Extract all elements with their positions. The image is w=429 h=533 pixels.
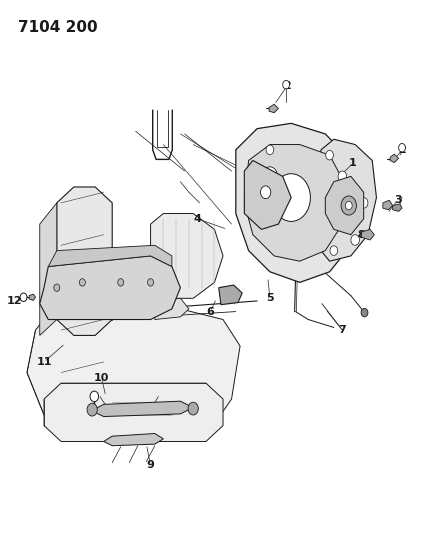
Polygon shape [219, 285, 242, 305]
Text: 12: 12 [6, 296, 22, 306]
Polygon shape [393, 204, 402, 212]
Circle shape [54, 284, 60, 292]
Circle shape [188, 402, 198, 415]
Polygon shape [29, 294, 36, 301]
Polygon shape [362, 229, 375, 240]
Polygon shape [325, 176, 364, 235]
Circle shape [148, 279, 154, 286]
Circle shape [338, 171, 347, 182]
Polygon shape [151, 214, 223, 298]
Polygon shape [27, 309, 240, 436]
Text: 2: 2 [398, 145, 406, 155]
Polygon shape [155, 298, 189, 319]
Text: 7104 200: 7104 200 [18, 20, 98, 35]
Circle shape [87, 403, 97, 416]
Text: 10: 10 [94, 373, 109, 383]
Polygon shape [104, 433, 163, 446]
Circle shape [399, 143, 405, 152]
Circle shape [351, 235, 360, 245]
Circle shape [118, 279, 124, 286]
Text: 2: 2 [283, 81, 291, 91]
Circle shape [330, 246, 338, 255]
Text: 1: 1 [349, 158, 357, 168]
Text: 8: 8 [164, 407, 172, 417]
Text: 7: 7 [338, 325, 346, 335]
Polygon shape [390, 154, 399, 163]
Polygon shape [92, 401, 193, 417]
Polygon shape [48, 245, 172, 266]
Polygon shape [245, 144, 347, 261]
Text: 9: 9 [147, 461, 154, 470]
Polygon shape [40, 256, 181, 319]
Circle shape [262, 167, 278, 186]
Text: 11: 11 [36, 357, 52, 367]
Text: 6: 6 [206, 306, 214, 317]
Polygon shape [236, 123, 360, 282]
Circle shape [272, 174, 311, 221]
Circle shape [341, 196, 356, 215]
Text: 3: 3 [394, 195, 402, 205]
Circle shape [360, 198, 368, 208]
Polygon shape [57, 187, 112, 335]
Circle shape [361, 309, 368, 317]
Circle shape [260, 186, 271, 199]
Polygon shape [383, 200, 393, 210]
Circle shape [283, 80, 290, 89]
Polygon shape [269, 104, 278, 113]
Circle shape [345, 201, 352, 210]
Circle shape [266, 145, 274, 155]
Circle shape [326, 150, 333, 160]
Polygon shape [40, 203, 57, 335]
Text: 4: 4 [193, 214, 201, 224]
Text: 5: 5 [266, 293, 274, 303]
Circle shape [343, 198, 350, 208]
Circle shape [20, 293, 27, 302]
Polygon shape [245, 160, 291, 229]
Polygon shape [313, 139, 377, 261]
Circle shape [79, 279, 85, 286]
Polygon shape [44, 383, 223, 441]
Circle shape [90, 391, 99, 402]
Text: 8: 8 [358, 230, 366, 240]
